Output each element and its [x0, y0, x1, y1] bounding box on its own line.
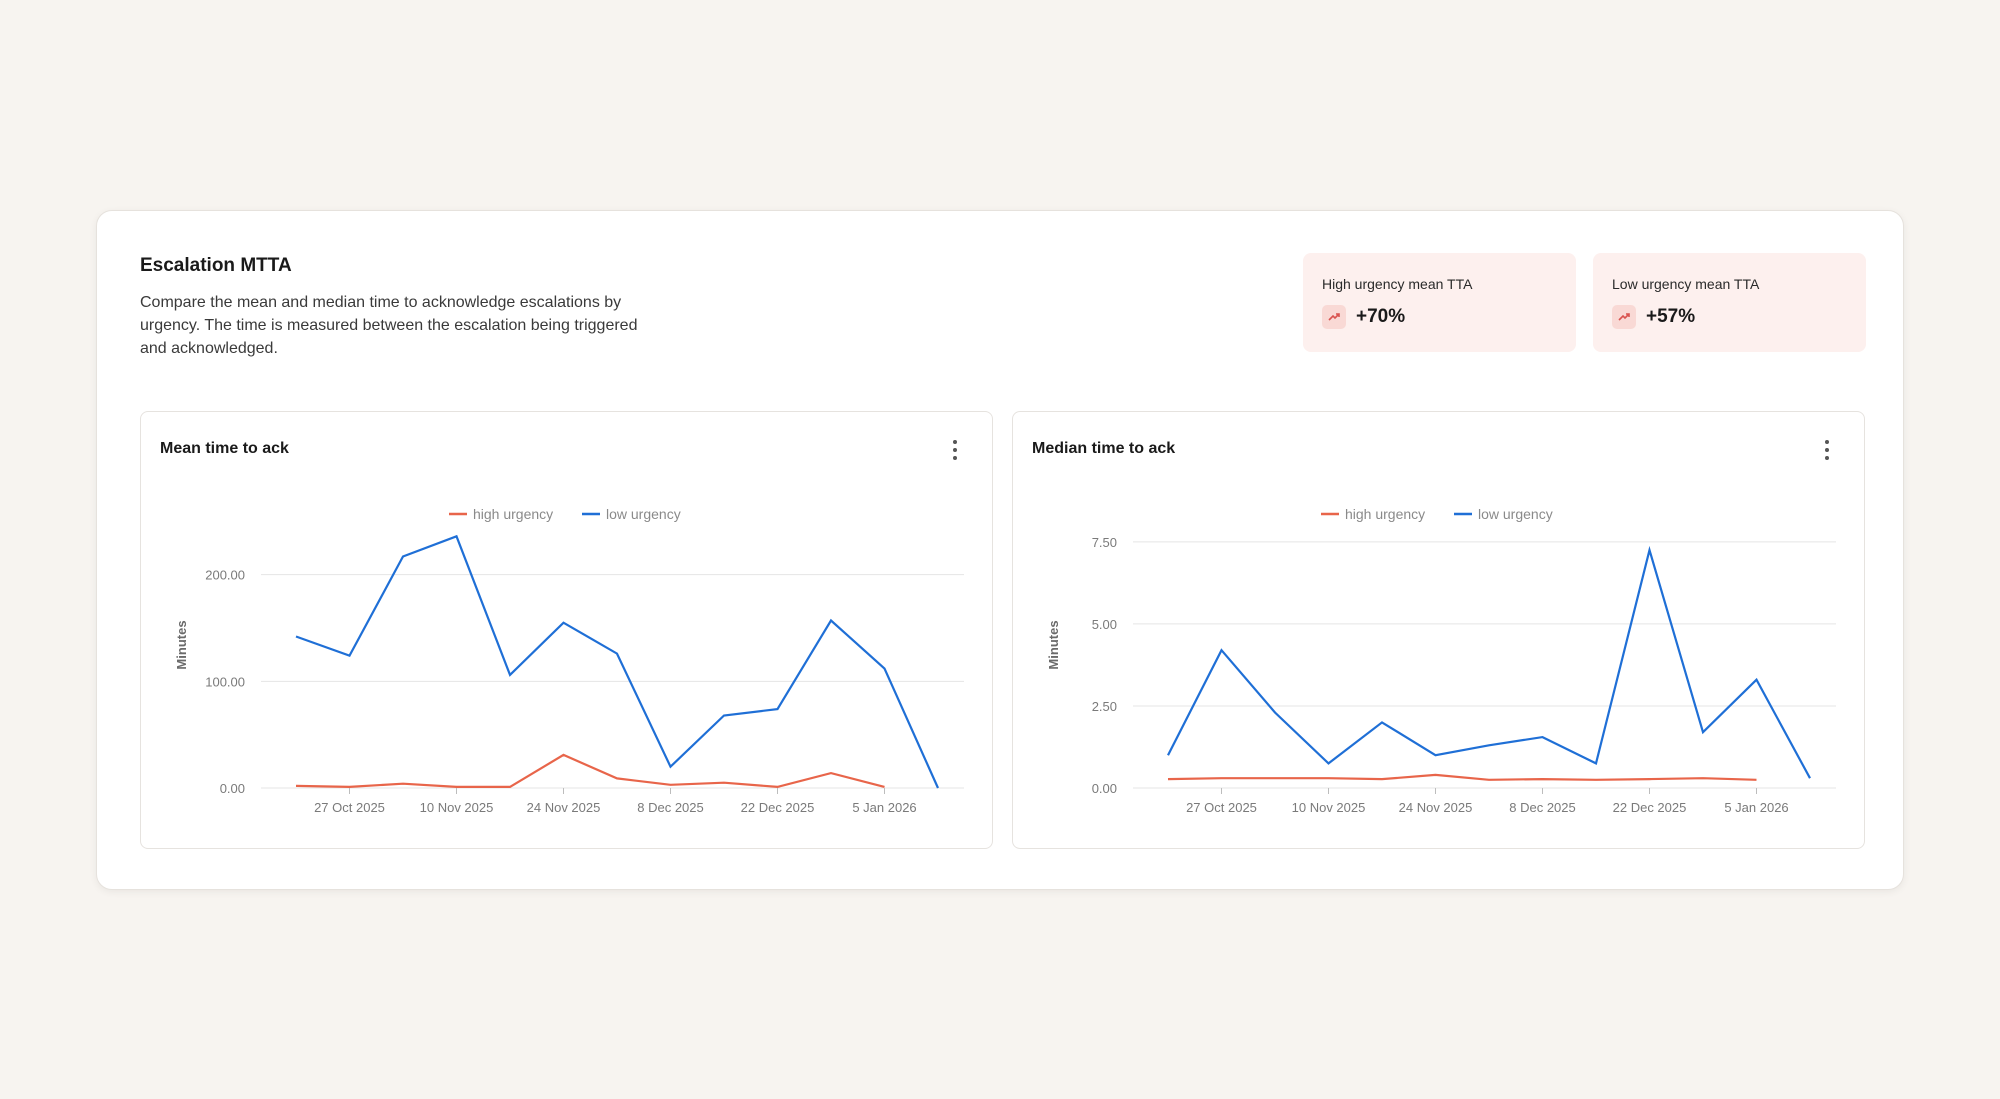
y-tick-label: 2.50 — [1092, 699, 1117, 714]
y-tick-label: 200.00 — [205, 568, 245, 583]
series-line[interactable] — [1167, 773, 1757, 781]
section-title: Escalation MTTA — [140, 255, 292, 276]
mean-time-chart: 0.00 100.00 200.00 Minutes 27 Oct 2025 10 Nov… — [174, 506, 964, 815]
median-time-chart: 0.00 2.50 5.00 7.50 Minutes 27 Oct 2025 10 Nov… — [1046, 506, 1836, 815]
legend-entry[interactable]: high urgency — [473, 506, 553, 522]
panel-title: Mean time to ack — [160, 440, 289, 457]
mean-time-to-ack-panel: Mean time to ack 0.00 100.00 200.00 Minutes… — [140, 411, 993, 849]
trend-up-icon — [1322, 305, 1346, 329]
x-tick-label: 10 Nov 2025 — [420, 800, 494, 815]
x-tick-label: 8 Dec 2025 — [1509, 800, 1576, 815]
x-tick-label: 27 Oct 2025 — [314, 800, 385, 815]
y-axis-label: Minutes — [174, 620, 189, 669]
stat-high-urgency: High urgency mean TTA +70% — [1303, 253, 1576, 352]
trend-up-icon — [1612, 305, 1636, 329]
more-options-icon[interactable] — [1820, 440, 1834, 460]
x-tick-label: 27 Oct 2025 — [1186, 800, 1257, 815]
stat-value: +57% — [1646, 306, 1696, 327]
section-description: Compare the mean and median time to ackn… — [140, 294, 638, 357]
legend-entry[interactable]: high urgency — [1345, 506, 1425, 522]
y-tick-label: 0.00 — [1092, 781, 1117, 796]
y-tick-label: 5.00 — [1092, 617, 1117, 632]
x-tick-label: 22 Dec 2025 — [741, 800, 815, 815]
panel-title: Median time to ack — [1032, 440, 1176, 457]
series-line[interactable] — [295, 534, 940, 789]
x-tick-label: 24 Nov 2025 — [1399, 800, 1473, 815]
x-tick-label: 5 Jan 2026 — [1724, 800, 1788, 815]
y-tick-label: 7.50 — [1092, 535, 1117, 550]
x-tick-label: 5 Jan 2026 — [852, 800, 916, 815]
stat-label: High urgency mean TTA — [1322, 276, 1473, 292]
x-tick-label: 10 Nov 2025 — [1292, 800, 1366, 815]
y-tick-label: 0.00 — [220, 781, 245, 796]
section-header: Escalation MTTA Compare the mean and med… — [140, 255, 660, 360]
escalation-mtta-card: Escalation MTTA Compare the mean and med… — [96, 210, 1904, 890]
stat-value: +70% — [1356, 306, 1406, 327]
y-axis-label: Minutes — [1046, 620, 1061, 669]
legend-entry[interactable]: low urgency — [606, 506, 681, 522]
legend-entry[interactable]: low urgency — [1478, 506, 1553, 522]
x-tick-label: 24 Nov 2025 — [527, 800, 601, 815]
median-time-to-ack-panel: Median time to ack 0.00 2.50 5.00 7.50 Minut… — [1012, 411, 1865, 849]
more-options-icon[interactable] — [948, 440, 962, 460]
series-line[interactable] — [295, 753, 885, 789]
x-tick-label: 22 Dec 2025 — [1613, 800, 1687, 815]
stat-label: Low urgency mean TTA — [1612, 276, 1760, 292]
y-tick-label: 100.00 — [205, 674, 245, 689]
series-line[interactable] — [1167, 545, 1811, 779]
x-tick-label: 8 Dec 2025 — [637, 800, 704, 815]
stat-low-urgency: Low urgency mean TTA +57% — [1593, 253, 1866, 352]
